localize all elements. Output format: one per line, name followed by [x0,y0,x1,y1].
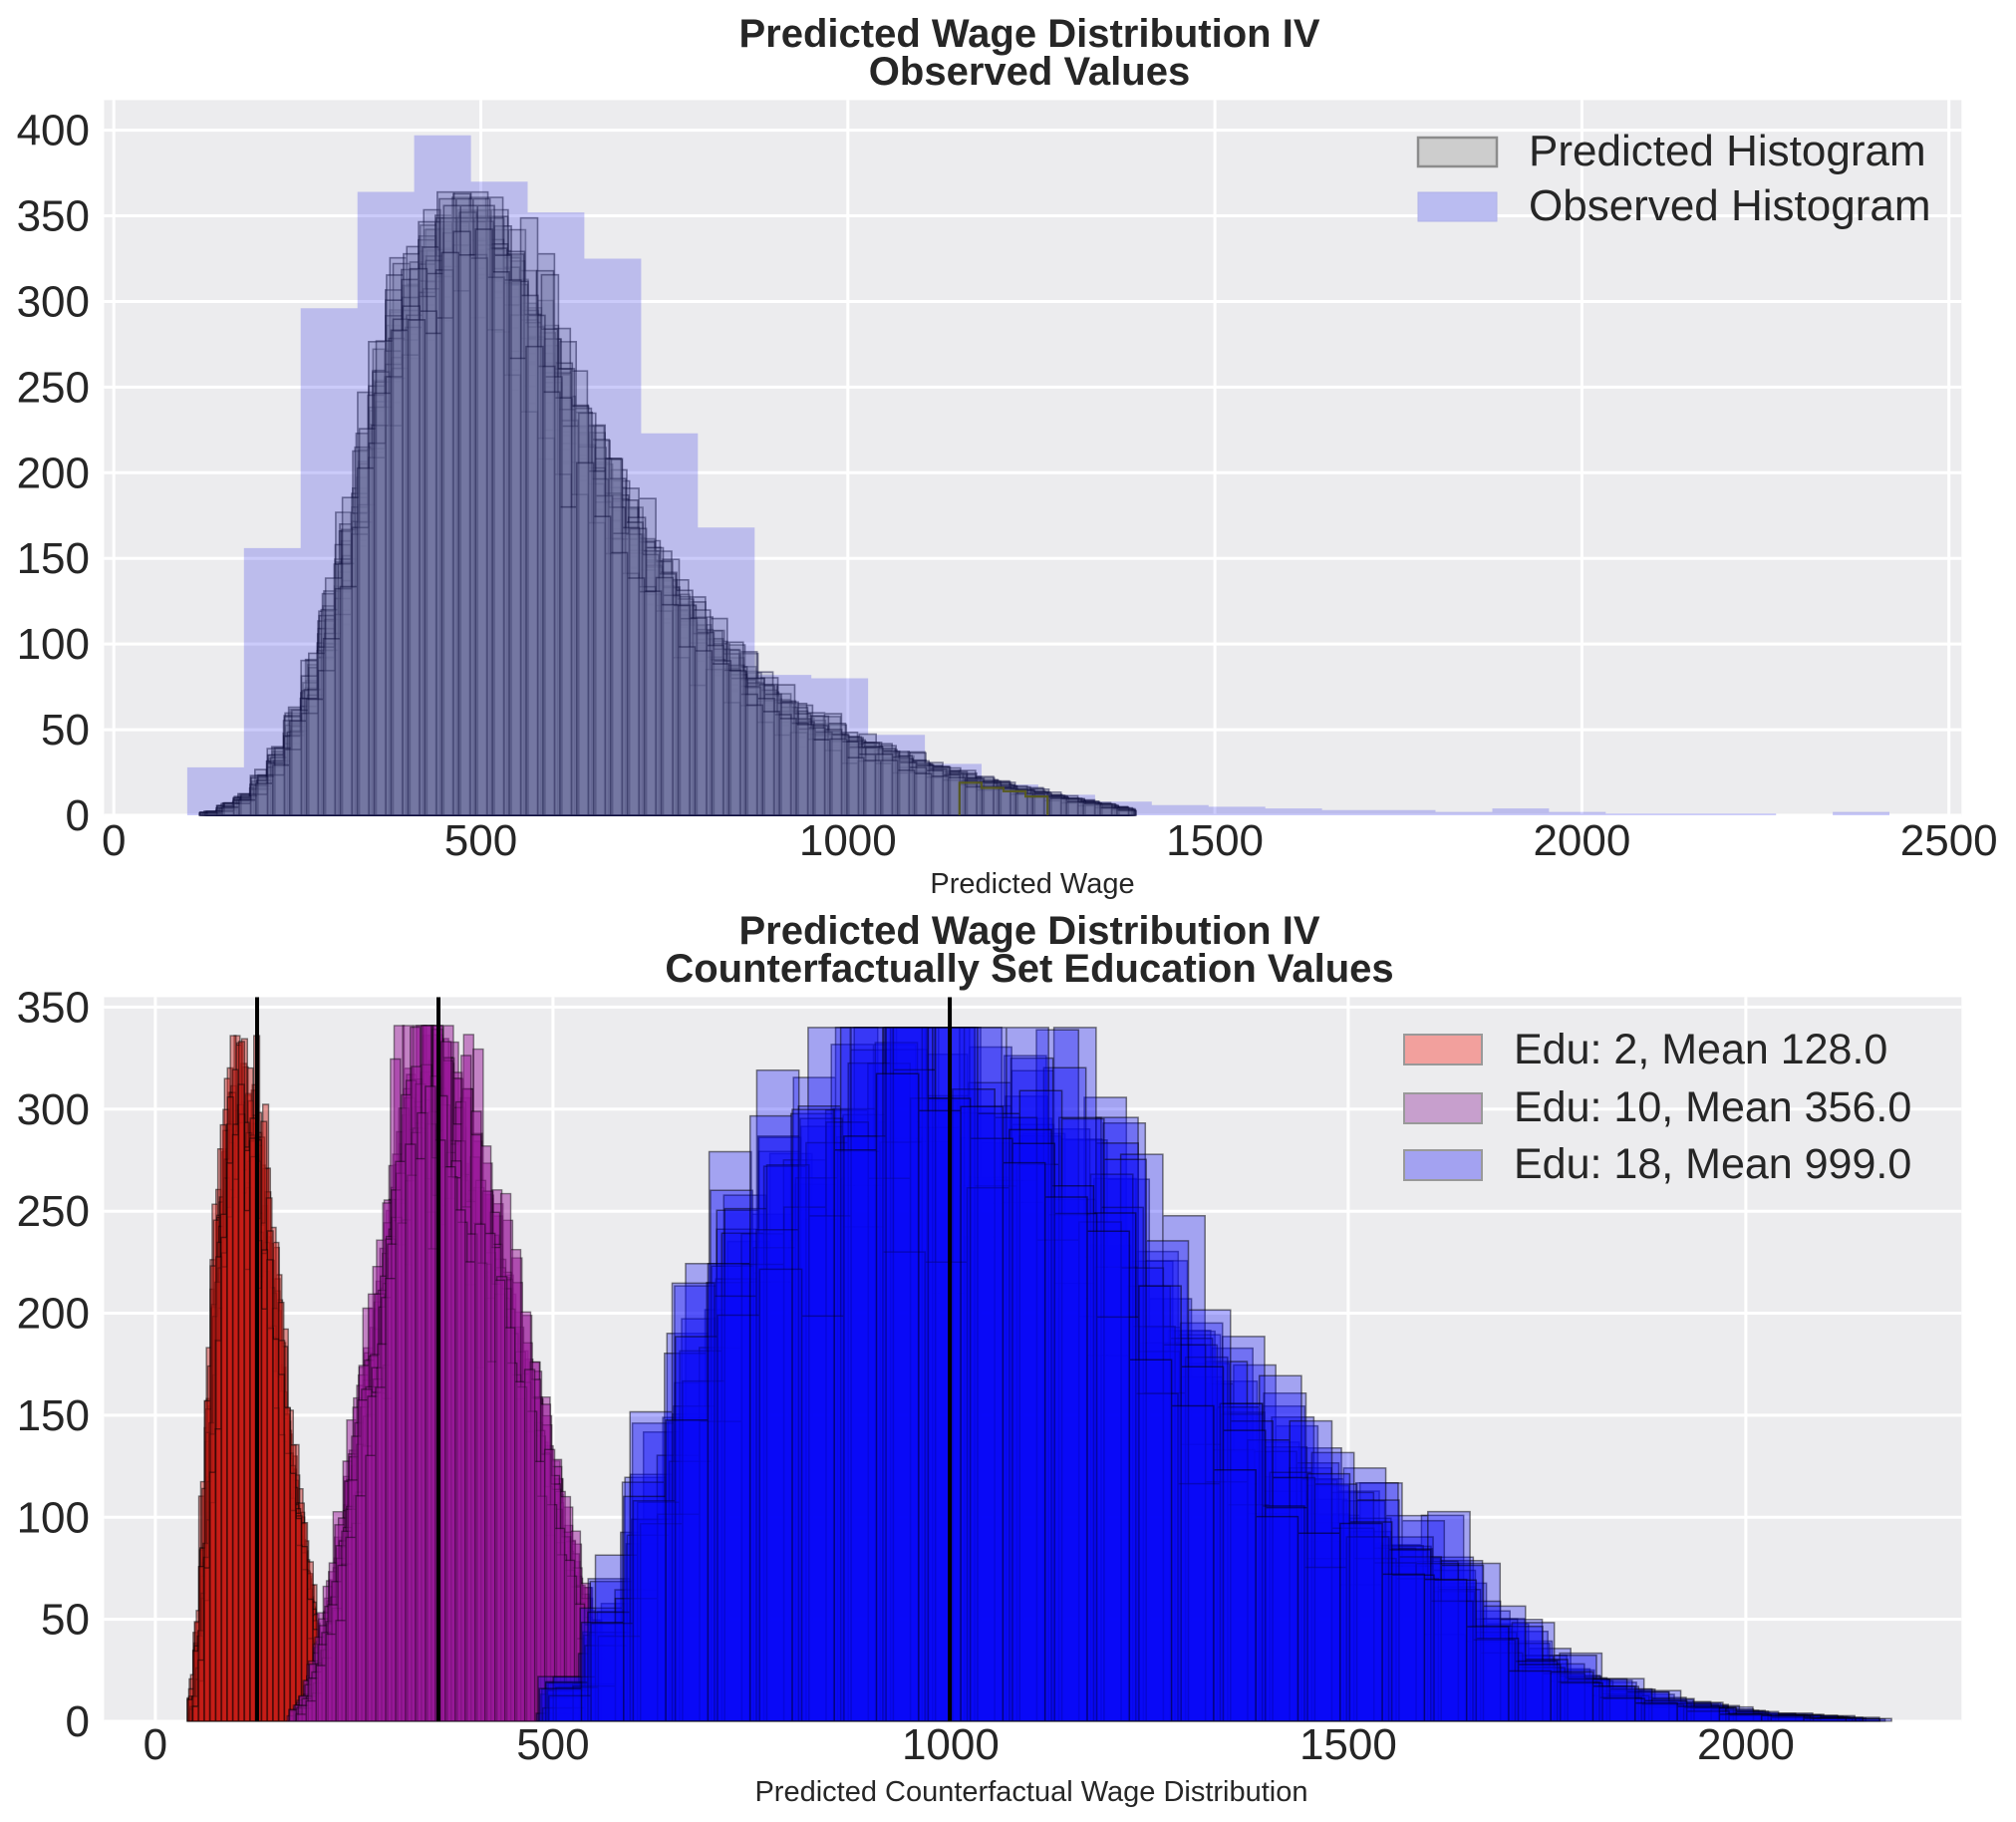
svg-text:350: 350 [17,192,90,241]
svg-text:400: 400 [17,107,90,155]
svg-text:100: 100 [17,1493,90,1542]
svg-text:500: 500 [444,816,517,865]
svg-text:300: 300 [17,1085,90,1134]
svg-text:Predicted Wage Distribution IV: Predicted Wage Distribution IV [738,12,1319,56]
svg-text:Observed Histogram: Observed Histogram [1529,181,1930,230]
svg-text:200: 200 [17,449,90,497]
svg-text:Predicted Counterfactual Wage: Predicted Counterfactual Wage Distributi… [754,1776,1307,1808]
svg-text:0: 0 [144,1720,167,1769]
svg-text:1500: 1500 [1299,1720,1397,1769]
svg-text:1000: 1000 [902,1720,1000,1769]
svg-text:50: 50 [41,1596,90,1645]
svg-text:350: 350 [17,983,90,1032]
svg-text:2000: 2000 [1697,1720,1795,1769]
svg-text:150: 150 [17,534,90,583]
svg-text:Counterfactually Set Education: Counterfactually Set Education Values [665,947,1393,991]
svg-text:250: 250 [17,1187,90,1236]
svg-text:2500: 2500 [1900,816,1998,865]
svg-text:2000: 2000 [1533,816,1630,865]
svg-text:0: 0 [102,816,126,865]
svg-text:0: 0 [66,1697,90,1746]
svg-text:200: 200 [17,1290,90,1339]
svg-text:300: 300 [17,278,90,327]
svg-text:50: 50 [41,706,90,755]
svg-text:1000: 1000 [799,816,897,865]
svg-text:250: 250 [17,363,90,412]
svg-text:Edu: 18, Mean 999.0: Edu: 18, Mean 999.0 [1514,1140,1911,1188]
svg-text:1500: 1500 [1166,816,1264,865]
svg-text:Edu: 10, Mean 356.0: Edu: 10, Mean 356.0 [1514,1083,1911,1131]
svg-text:Predicted Wage Distribution IV: Predicted Wage Distribution IV [738,909,1319,953]
svg-text:150: 150 [17,1391,90,1440]
svg-text:Predicted Histogram: Predicted Histogram [1529,127,1926,175]
svg-text:100: 100 [17,620,90,669]
svg-text:0: 0 [66,791,90,840]
svg-text:Predicted Wage: Predicted Wage [930,868,1134,900]
svg-text:Edu: 2, Mean 128.0: Edu: 2, Mean 128.0 [1514,1026,1887,1073]
svg-text:Observed Values: Observed Values [869,50,1190,94]
svg-text:500: 500 [516,1720,589,1769]
